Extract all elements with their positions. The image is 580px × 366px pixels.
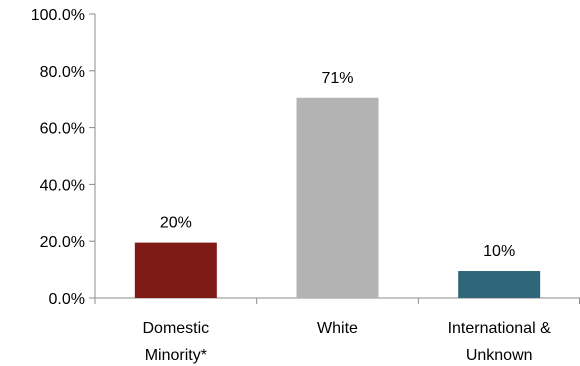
x-category-label: White (317, 320, 358, 337)
y-tick-label: 60.0% (40, 121, 85, 138)
y-tick-label: 40.0% (40, 177, 85, 194)
bars (134, 97, 541, 298)
bar (134, 242, 217, 298)
y-tick-label: 80.0% (40, 64, 85, 81)
x-category-label: International & Unknown (448, 320, 552, 364)
x-category-label: Domestic Minority* (142, 320, 209, 364)
y-tick-label: 0.0% (49, 291, 85, 308)
bar (296, 97, 379, 298)
bar-data-label: 20% (160, 215, 192, 232)
x-axis: Domestic Minority* White International & Unk… (94, 297, 580, 364)
y-tick-label: 20.0% (40, 234, 85, 251)
bar (458, 271, 541, 298)
y-tick-label: 100.0% (31, 7, 85, 24)
bar-data-label: 71% (321, 70, 353, 87)
data-labels: 20% 71% 10% (160, 70, 515, 260)
bar-data-label: 10% (483, 243, 515, 260)
y-axis: 0.0% 20.0% 40.0% 60.0% 80.0% 100.0% (31, 7, 96, 308)
